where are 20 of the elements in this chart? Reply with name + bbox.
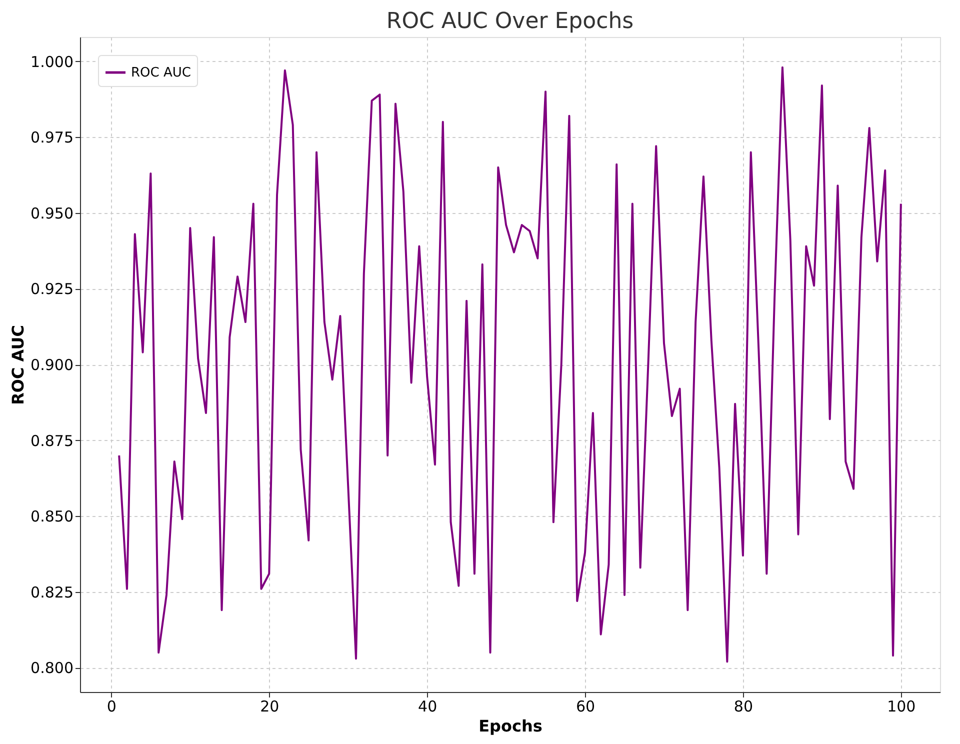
y-tick-label: 0.875 [30, 432, 74, 450]
y-axis-title: ROC AUC [8, 325, 28, 405]
y-tick-label: 0.825 [30, 583, 74, 602]
x-tick-label: 100 [887, 698, 916, 716]
x-tick-label: 40 [418, 698, 438, 716]
x-tick-label: 20 [260, 698, 280, 716]
y-tick-label: 0.900 [30, 356, 74, 374]
chart-title: ROC AUC Over Epochs [386, 9, 634, 34]
line-series [118, 66, 902, 663]
y-tick-label: 0.950 [30, 204, 74, 222]
x-tick-label: 60 [576, 698, 596, 716]
legend-label: ROC AUC [131, 66, 191, 80]
y-tick-label: 0.975 [30, 128, 74, 147]
y-tick-label: 0.850 [30, 508, 74, 526]
y-tick-label: 0.925 [30, 280, 74, 298]
y-tick-label: 0.800 [30, 659, 74, 678]
x-tick-label: 80 [734, 698, 754, 716]
x-axis-title: Epochs [478, 716, 542, 736]
y-tick-label: 1.000 [30, 52, 74, 71]
x-tick-label: 0 [106, 698, 116, 716]
